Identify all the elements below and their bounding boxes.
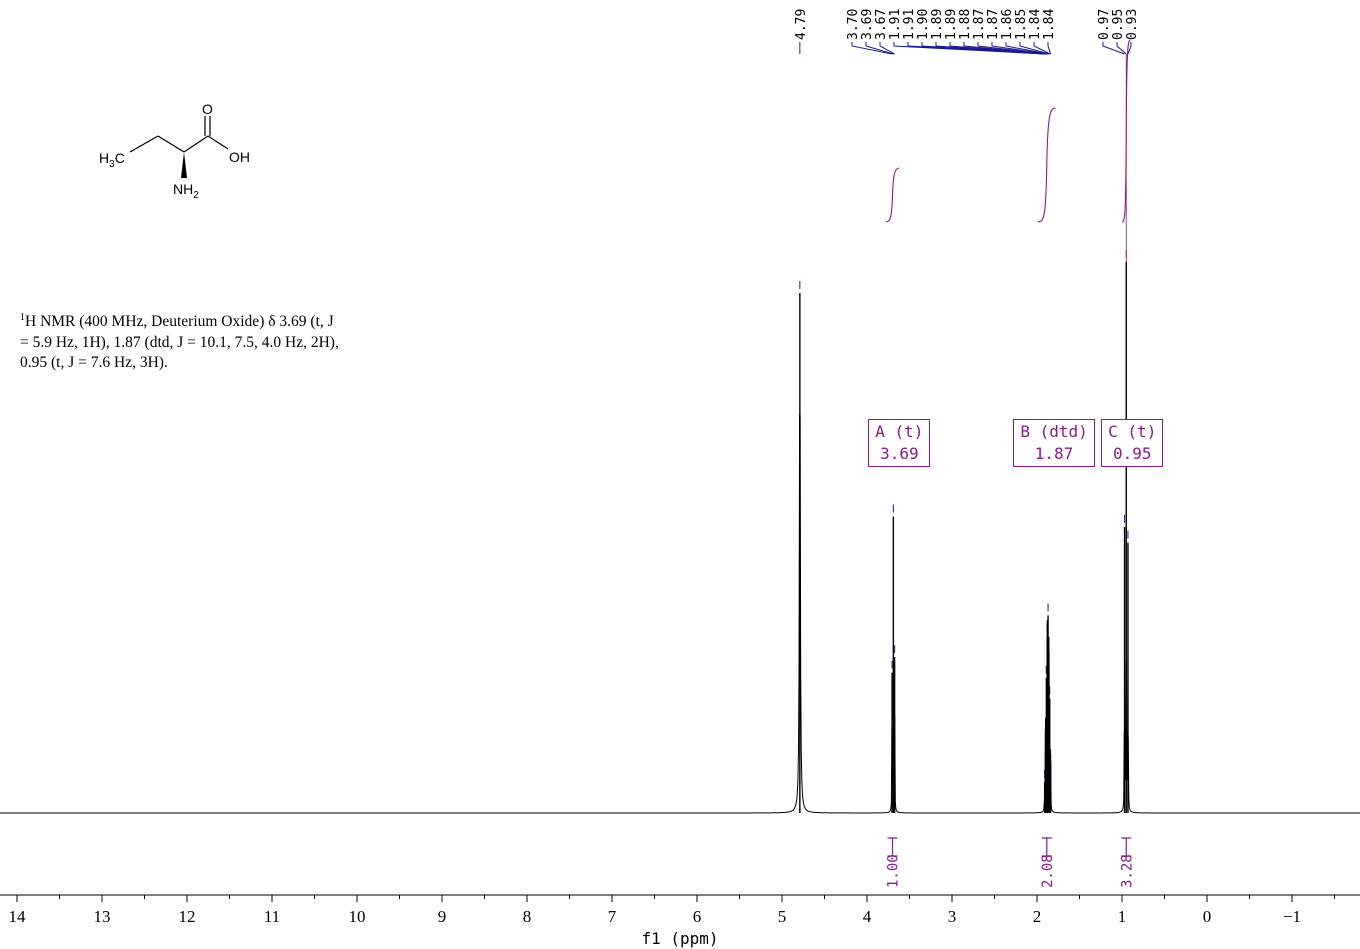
peak-label: 3.67 [874, 9, 889, 40]
x-tick-label: 1 [1118, 907, 1127, 926]
integral-bracket [1041, 837, 1052, 857]
peak-label: 1.91 [902, 9, 917, 40]
peak-label: 4.79 [794, 9, 809, 40]
x-tick-label: 4 [863, 907, 872, 926]
integral-bracket [1121, 837, 1132, 857]
x-tick-label: 5 [778, 907, 787, 926]
x-tick-label: 14 [9, 907, 27, 926]
x-tick-label: 12 [179, 907, 196, 926]
multiplet-shift: 1.87 [1034, 444, 1074, 463]
peak-label: 1.89 [944, 9, 959, 40]
x-tick-label: 3 [948, 907, 957, 926]
x-tick-label: 2 [1033, 907, 1042, 926]
bond-ch3-ch2 [129, 135, 159, 153]
peak-labels: 4.79 3.70 3.69 3.67 1.91 1.91 1.90 1.89 1.89 1.88… [794, 9, 1140, 778]
peak-label: 3.70 [846, 9, 861, 40]
peak-label: 3.69 [860, 9, 875, 40]
peak-label-connector [1127, 42, 1132, 55]
bond-ca-c [183, 135, 209, 153]
peak-label: 1.84 [1028, 9, 1043, 40]
integral-label: 3.28 [1119, 854, 1135, 888]
integral-label: 1.00 [886, 854, 902, 888]
amine-label: NH2 [173, 181, 199, 201]
x-tick-label: −1 [1283, 907, 1301, 926]
hydroxyl-label: OH [229, 149, 250, 165]
peak-label: 1.91 [888, 9, 903, 40]
wedge-bond-nh2 [181, 152, 187, 178]
x-tick-label: 0 [1203, 907, 1212, 926]
peak-label-connector [1102, 42, 1125, 55]
peak-label: 0.97 [1097, 9, 1112, 40]
peak-label: 1.90 [916, 9, 931, 40]
methyl-label: H3C [99, 150, 125, 170]
peak-label: 0.95 [1111, 9, 1126, 40]
peak-label-connector [1033, 42, 1051, 55]
multiplet-box: C (t) 0.95 [1101, 419, 1164, 467]
nmr-description: 1H NMR (400 MHz, Deuterium Oxide) δ 3.69… [20, 308, 390, 374]
integral-label: 2.08 [1040, 854, 1056, 888]
x-tick-label: 9 [438, 907, 447, 926]
peak-label: 0.93 [1125, 9, 1140, 40]
x-tick-label: 13 [94, 907, 111, 926]
peak-label: 1.87 [986, 9, 1001, 40]
x-tick-label: 11 [264, 907, 280, 926]
multiplet-box: B (dtd) 1.87 [1013, 419, 1096, 467]
oxygen-label: O [202, 101, 213, 117]
peak-label-connector [865, 42, 894, 55]
bond-c-oh [207, 135, 229, 150]
peak-label: 1.84 [1042, 9, 1057, 40]
peak-label-connector [1116, 42, 1127, 55]
x-axis: 14 13 12 11 10 9 8 7 6 5 4 3 2 1 0 −1f1 (ppm) [0, 894, 1360, 948]
peak-label-connector [991, 42, 1048, 55]
integral-curve [885, 167, 900, 223]
spectrum-line [0, 415, 1360, 814]
x-tick-label: 8 [523, 907, 532, 926]
x-axis-label: f1 (ppm) [641, 929, 718, 948]
description-line-2: = 5.9 Hz, 1H), 1.87 (dtd, J = 10.1, 7.5,… [20, 333, 339, 351]
x-tick-label: 6 [693, 907, 702, 926]
multiplet-name: C (t) [1108, 422, 1157, 441]
peak-sticks [799, 261, 1129, 813]
bond-ch2-ca [157, 135, 185, 153]
peak-label-connector [963, 42, 1047, 55]
chemical-structure: O OH H3C NH2 [99, 101, 250, 201]
multiplet-name: A (t) [875, 422, 924, 441]
integral-curve [1037, 107, 1056, 223]
peak-label-connector [1047, 42, 1052, 55]
multiplet-name: B (dtd) [1020, 422, 1088, 441]
peak-label-connector [879, 42, 895, 55]
multiplet-shift: 3.69 [880, 444, 919, 463]
multiplet-box: A (t) 3.69 [868, 419, 931, 467]
description-line-1: 1H NMR (400 MHz, Deuterium Oxide) δ 3.69… [20, 312, 334, 331]
description-line-3: 0.95 (t, J = 7.6 Hz, 3H). [20, 354, 168, 372]
x-tick-label: 10 [349, 907, 366, 926]
peak-label: 1.85 [1014, 9, 1029, 40]
peak-label-connector [851, 42, 893, 55]
peak-label: 1.88 [958, 9, 973, 40]
peak-label-connector [977, 42, 1048, 55]
peak-label: 1.87 [972, 9, 987, 40]
x-tick-label: 7 [608, 907, 617, 926]
peak-label: 1.86 [1000, 9, 1015, 40]
peak-label-connector [1005, 42, 1049, 55]
multiplet-shift: 0.95 [1112, 444, 1152, 463]
integral-bracket [887, 837, 898, 857]
peak-label-connector [1019, 42, 1050, 55]
peak-label: 1.89 [930, 9, 945, 40]
